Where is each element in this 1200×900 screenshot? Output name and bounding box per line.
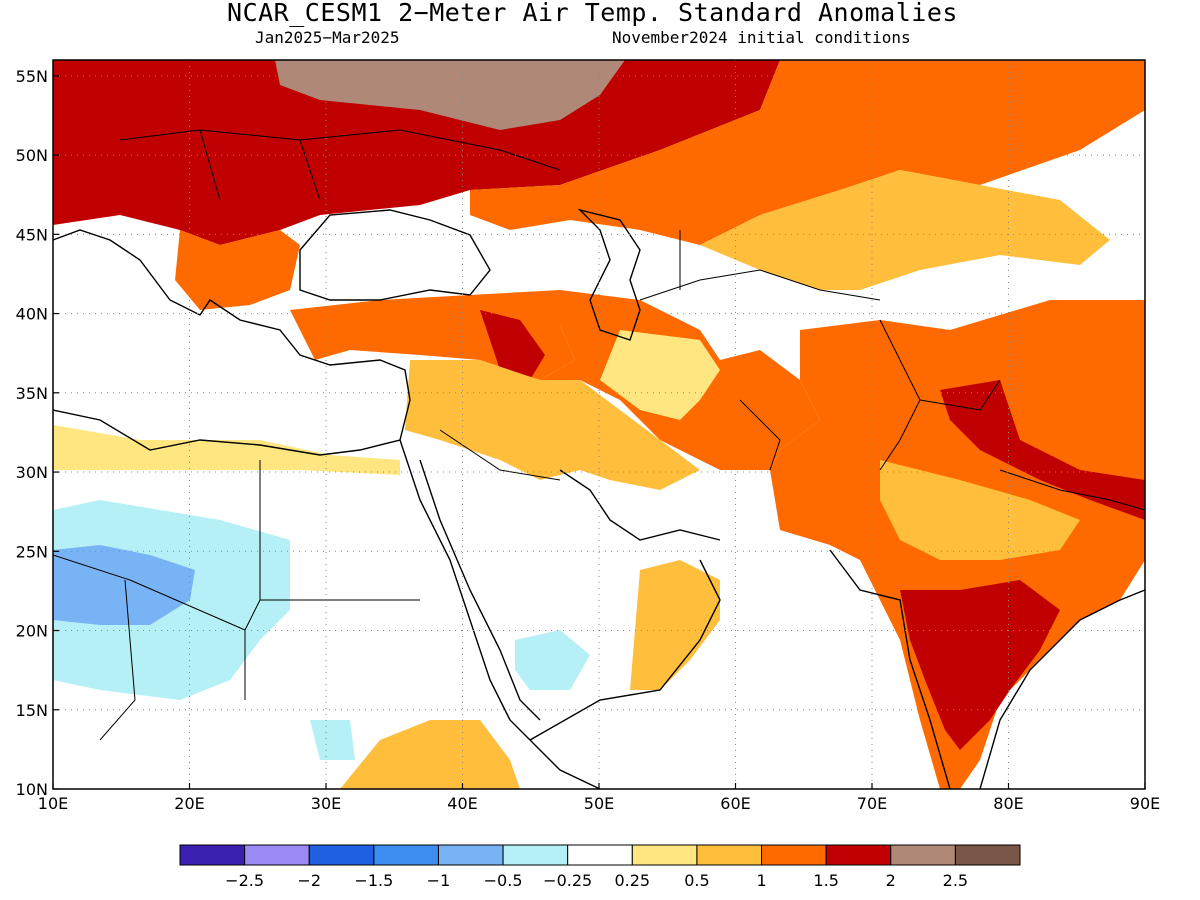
latitude-label: 30N [16,463,48,482]
colorbar [179,844,1021,866]
country-borders [53,129,1145,741]
anomaly-region-libya-cool [53,545,195,625]
colorbar-label: 1 [756,871,766,890]
colorbar-label: 0.25 [614,871,650,890]
mediterranean-coast [53,229,411,456]
border-line [119,129,561,171]
graticule [53,60,1145,789]
colorbar-label: −0.5 [484,871,523,890]
anomaly-region-russia [275,60,625,130]
anomaly-region-sudan-cool [515,630,590,690]
axis-ticks [52,75,1146,790]
border-line [919,379,1001,411]
colorbar-swatch [244,844,310,866]
anomaly-region-ethiopia-cool [310,720,355,760]
latitude-label: 25N [16,542,48,561]
india-coast [829,549,1145,789]
colorbar-swatch [502,844,569,866]
longitude-label: 80E [993,794,1023,813]
caspian-coast [577,208,641,341]
latitude-labels: 10N 15N 20N 25N 30N 35N 40N 45N 50N 55N [16,67,48,799]
colorbar-label: −2.5 [225,871,264,890]
latitude-label: 45N [16,225,48,244]
colorbar-swatch [179,844,246,866]
anomaly-region-balkans [175,230,300,310]
colorbar-swatch [825,844,892,866]
border-line [53,554,246,631]
anomaly-region-europe [53,60,780,245]
colorbar-swatch [308,844,375,866]
anomaly-region-syria [480,310,545,380]
anomaly-region-mesopotamia [405,360,700,490]
border-line [739,399,781,471]
border-line [439,429,561,481]
longitude-label: 70E [857,794,887,813]
map-title: NCAR_CESM1 2−Meter Air Temp. Standard An… [227,0,958,27]
red-sea-coast [399,439,541,741]
forecast-period: Jan2025−Mar2025 [255,28,400,47]
latitude-label: 20N [16,622,48,641]
colorbar-swatch [954,844,1021,866]
latitude-label: 40N [16,305,48,324]
anomaly-region-oman [630,560,720,690]
colorbar-swatch [631,844,698,866]
colorbar-swatch [567,844,633,866]
anomaly-field [53,60,1145,789]
colorbar-swatch [890,844,956,866]
colorbar-label: 1.5 [813,871,838,890]
latitude-label: 50N [16,146,48,165]
border-line [244,460,261,700]
persian-gulf-coast [559,469,721,541]
anomaly-region-himalaya [940,380,1145,520]
border-line [999,469,1145,511]
anomaly-region-sahara-strip [53,425,400,475]
anomaly-region-horn-africa [340,720,520,789]
anomaly-region-south-india [900,580,1060,750]
longitude-label: 60E [720,794,750,813]
colorbar-swatch [437,844,504,866]
longitude-label: 30E [311,794,341,813]
colorbar-swatch [761,844,827,866]
colorbar-swatch [373,844,439,866]
anomaly-region-central-asia [470,60,1145,245]
coastlines [53,208,1145,789]
latitude-label: 10N [16,780,48,799]
colorbar-label: −1 [427,871,451,890]
longitude-label: 50E [584,794,614,813]
longitude-label: 40E [447,794,477,813]
colorbar-label: −2 [297,871,321,890]
latitude-label: 15N [16,701,48,720]
colorbar-label: 0.5 [684,871,709,890]
colorbar-labels: −2.5 −2 −1.5 −1 −0.5 −0.25 0.25 0.5 1 1.5 2 2.5 [225,871,968,890]
colorbar-label: 2.5 [943,871,968,890]
colorbar-label: −1.5 [354,871,393,890]
latitude-label: 55N [16,67,48,86]
longitude-label: 90E [1130,794,1160,813]
anomaly-region-kazakhstan [700,170,1110,290]
colorbar-label: −0.25 [543,871,592,890]
border-line [199,129,321,201]
longitude-labels: 10E 20E 30E 40E 50E 60E 70E 80E 90E [38,794,1160,813]
latitude-label: 35N [16,384,48,403]
africa-horn-coast [529,739,601,789]
colorbar-swatch [696,844,763,866]
border-line [99,579,136,741]
colorbar-label: 2 [886,871,896,890]
longitude-label: 10E [38,794,68,813]
longitude-label: 20E [174,794,204,813]
arabia-coast [529,559,721,741]
anomaly-region-iran-plateau [600,330,720,420]
black-sea-coast [299,209,491,301]
anomaly-region-india-interior [880,460,1080,560]
initial-conditions: November2024 initial conditions [612,28,911,47]
